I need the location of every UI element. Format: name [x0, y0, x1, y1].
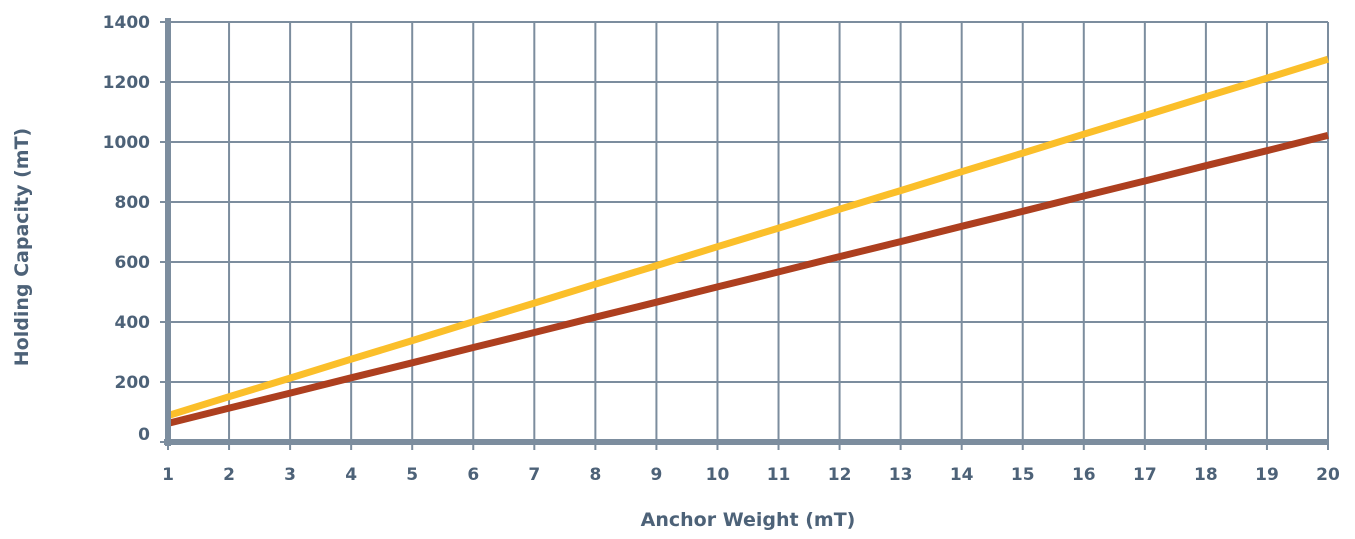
series-layer: [166, 55, 1330, 427]
x-tick-label-11: 11: [767, 465, 791, 485]
x-tick-label-19: 19: [1255, 465, 1279, 485]
x-tick-label-1: 1: [162, 465, 174, 485]
axes: [160, 18, 1329, 450]
x-tick-label-8: 8: [589, 465, 601, 485]
x-tick-label-3: 3: [284, 465, 296, 485]
x-tick-label-10: 10: [706, 465, 730, 485]
x-tick-label-5: 5: [406, 465, 418, 485]
x-tick-label-15: 15: [1011, 465, 1035, 485]
x-tick-label-4: 4: [345, 465, 357, 485]
y-tick-label-1200: 1200: [103, 73, 150, 93]
y-tick-label-1000: 1000: [103, 133, 150, 153]
x-tick-label-6: 6: [467, 465, 479, 485]
series-line-2: [167, 132, 1329, 427]
y-tick-label-400: 400: [115, 313, 151, 333]
y-tick-label-1400: 1400: [103, 13, 150, 33]
x-tick-label-7: 7: [528, 465, 540, 485]
x-tick-label-2: 2: [223, 465, 235, 485]
series-line-1: [166, 55, 1330, 419]
x-tick-label-9: 9: [650, 465, 662, 485]
x-tick-label-17: 17: [1133, 465, 1157, 485]
y-tick-label-200: 200: [115, 373, 151, 393]
y-tick-label-0: 0: [138, 425, 150, 445]
x-tick-label-12: 12: [828, 465, 852, 485]
y-axis-title: Holding Capacity (mT): [11, 128, 33, 367]
y-tick-label-600: 600: [115, 253, 151, 273]
x-tick-label-18: 18: [1194, 465, 1218, 485]
y-tick-label-800: 800: [115, 193, 151, 213]
x-tick-label-16: 16: [1072, 465, 1096, 485]
x-tick-label-14: 14: [950, 465, 974, 485]
tick-labels: 1 2 3 4 5 6 7 8 9 10 11 12 13 14 15 16 17 18 19 20020040060…: [103, 13, 1340, 485]
grid: [167, 21, 1329, 443]
x-tick-label-20: 20: [1316, 465, 1340, 485]
x-axis-title: Anchor Weight (mT): [641, 509, 856, 531]
x-tick-label-13: 13: [889, 465, 913, 485]
